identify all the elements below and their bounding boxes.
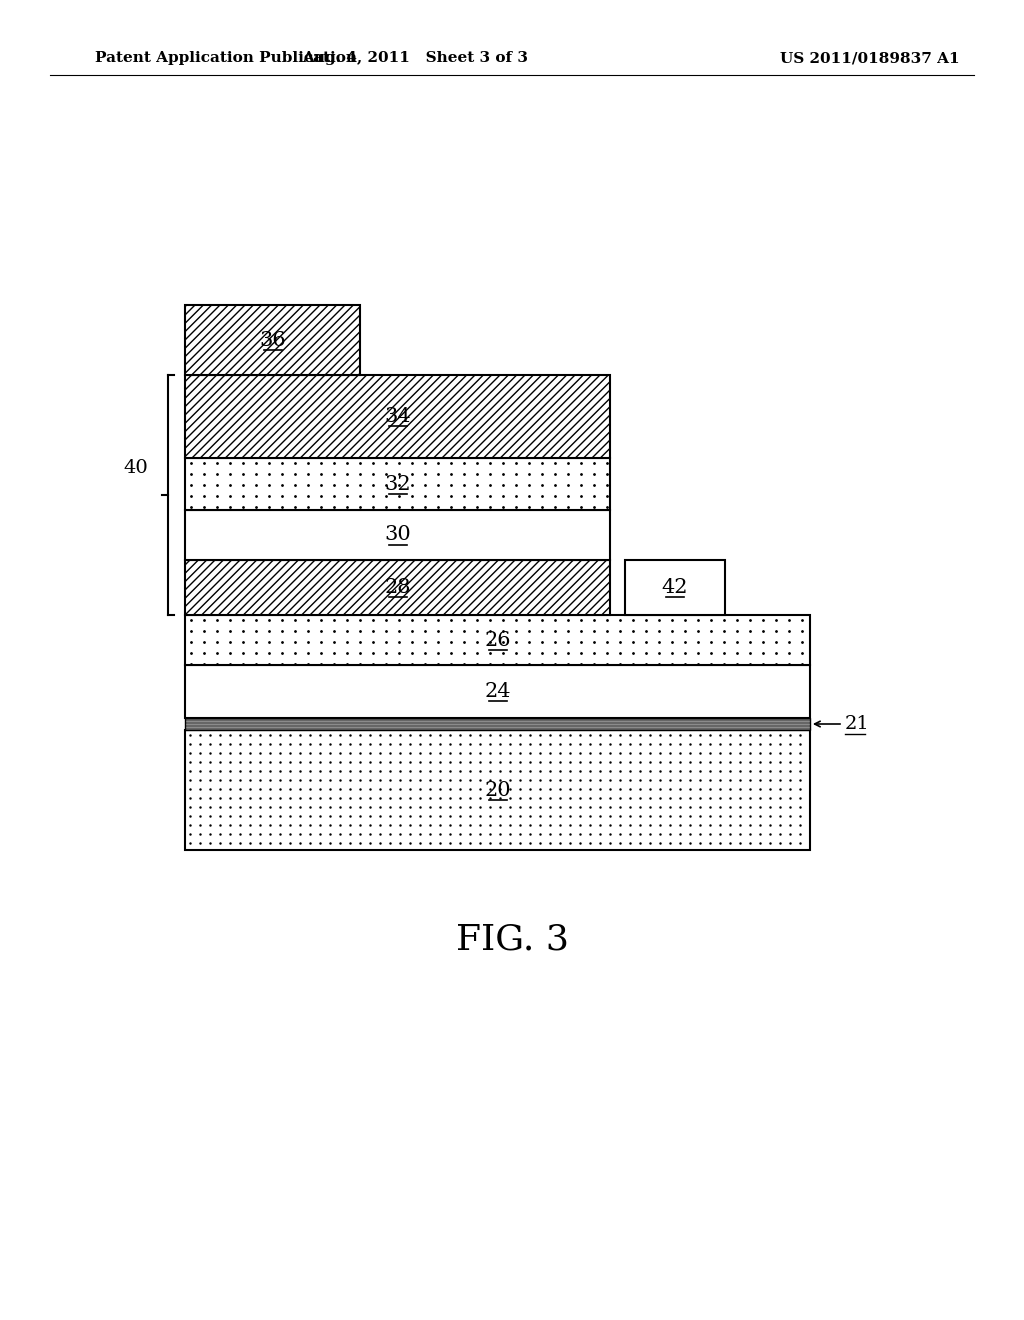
Text: 26: 26 <box>484 631 511 649</box>
Text: 36: 36 <box>259 330 286 350</box>
Text: Patent Application Publication: Patent Application Publication <box>95 51 357 65</box>
Text: 42: 42 <box>662 578 688 597</box>
Text: 34: 34 <box>384 407 411 426</box>
Text: 24: 24 <box>484 682 511 701</box>
Text: Aug. 4, 2011   Sheet 3 of 3: Aug. 4, 2011 Sheet 3 of 3 <box>302 51 528 65</box>
Text: 40: 40 <box>123 459 148 477</box>
Bar <box>625 560 725 615</box>
Text: 21: 21 <box>845 715 869 733</box>
Bar <box>185 718 810 730</box>
Bar <box>185 560 610 615</box>
Text: 28: 28 <box>384 578 411 597</box>
Text: 30: 30 <box>384 525 411 544</box>
Bar <box>185 730 810 850</box>
Text: US 2011/0189837 A1: US 2011/0189837 A1 <box>780 51 959 65</box>
Bar <box>185 375 610 458</box>
Bar <box>185 305 360 375</box>
Bar <box>185 458 610 510</box>
Bar <box>185 510 610 560</box>
Text: FIG. 3: FIG. 3 <box>456 923 568 957</box>
Bar <box>185 615 810 665</box>
Bar <box>185 665 810 718</box>
Text: 32: 32 <box>384 474 411 494</box>
Text: 20: 20 <box>484 780 511 800</box>
